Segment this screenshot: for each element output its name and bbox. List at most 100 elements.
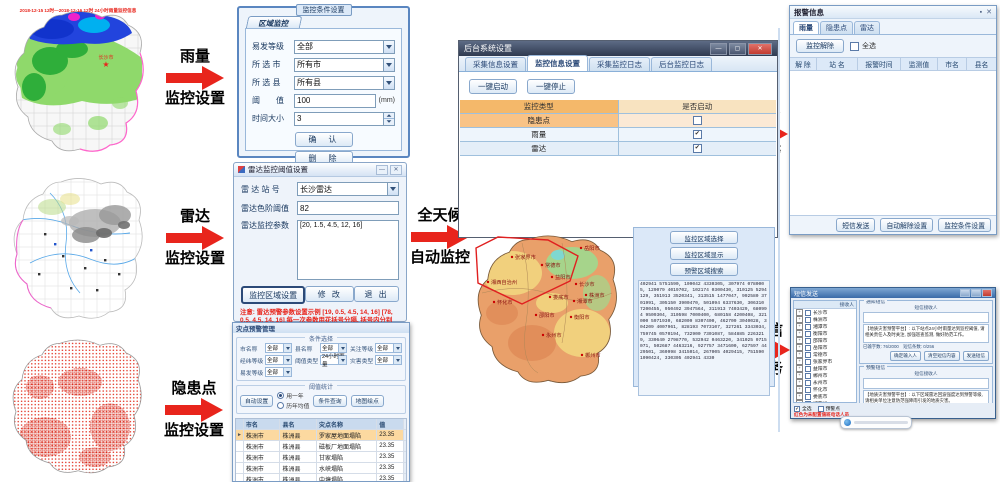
exit-button[interactable]: 退 出 <box>354 286 399 302</box>
chevron-down-icon[interactable] <box>383 58 394 71</box>
minimize-icon[interactable]: — <box>710 42 727 55</box>
table-row[interactable]: 株洲市 株洲县 罗家屋地面塌陷 23.35 <box>236 430 406 441</box>
spinner-buttons[interactable] <box>383 112 394 125</box>
table-row[interactable]: 株洲市 株洲县 中塘塌陷 23.35 <box>236 474 406 481</box>
tab-rain[interactable]: 雨量 <box>793 21 819 34</box>
table-row[interactable]: 雨量 ✔ <box>460 128 776 142</box>
filter-select[interactable]: 全部 <box>375 343 402 353</box>
expand-icon[interactable]: + <box>796 330 803 337</box>
city-tree-item[interactable]: + 永州市 <box>794 379 856 386</box>
checkbox[interactable] <box>805 351 811 358</box>
chevron-down-icon[interactable] <box>393 356 401 364</box>
scrollbar[interactable] <box>403 419 406 429</box>
select-all-checkbox[interactable]: 全选 <box>850 41 876 51</box>
tab-backend-log[interactable]: 后台监控日志 <box>651 57 712 71</box>
checkbox[interactable] <box>805 337 811 344</box>
expand-icon[interactable]: + <box>796 337 803 344</box>
checkbox[interactable] <box>805 379 811 386</box>
county-select[interactable]: 所有县 <box>294 75 395 90</box>
level-select[interactable]: 全部 <box>294 39 395 54</box>
chevron-down-icon[interactable] <box>283 368 291 376</box>
scrollbar[interactable] <box>403 452 406 462</box>
expand-icon[interactable]: + <box>796 386 803 393</box>
warn-point-checkbox[interactable]: 预警点 <box>817 405 840 412</box>
expand-icon[interactable]: + <box>796 358 803 365</box>
checkbox[interactable] <box>805 372 811 379</box>
expand-icon[interactable]: + <box>796 309 803 316</box>
city-tree-item[interactable]: + 怀化市 <box>794 386 856 393</box>
expand-icon[interactable]: + <box>796 351 803 358</box>
duration-stepper[interactable]: 3 <box>294 111 395 126</box>
clear-content-button[interactable]: 清空短信内容 <box>924 351 960 361</box>
city-tree-item[interactable]: + 湘西州 <box>794 400 856 402</box>
region-settings-button[interactable]: 监控区域设置 <box>241 286 306 304</box>
maximize-icon[interactable]: ▢ <box>729 42 746 55</box>
send-sms-button[interactable]: 发送短信 <box>962 351 989 361</box>
radio-yearly-average[interactable]: 历年均值 <box>277 401 309 410</box>
table-row[interactable]: 雷达 ✔ <box>460 142 776 156</box>
city-tree-item[interactable]: + 张家界市 <box>794 358 856 365</box>
minimize-icon[interactable] <box>960 289 970 297</box>
tab-hazard-point[interactable]: 隐患点 <box>820 21 853 34</box>
scrollbar[interactable] <box>403 463 406 473</box>
checkbox[interactable] <box>805 309 811 316</box>
filter-select[interactable]: 全部 <box>320 343 347 353</box>
checkbox[interactable] <box>805 400 811 402</box>
pin-icon[interactable]: ▪ <box>979 8 983 16</box>
chevron-down-icon[interactable] <box>338 356 346 364</box>
chevron-down-icon[interactable] <box>387 183 398 195</box>
scrollbar[interactable] <box>403 474 406 481</box>
threshold-input[interactable]: 100 <box>294 93 376 108</box>
region-select-button[interactable]: 监控区域选择 <box>670 231 738 244</box>
expand-icon[interactable]: + <box>796 316 803 323</box>
chevron-down-icon[interactable] <box>383 76 394 89</box>
expand-icon[interactable]: + <box>796 365 803 372</box>
chevron-down-icon[interactable] <box>338 344 346 352</box>
maximize-icon[interactable] <box>971 289 981 297</box>
map-plot-button[interactable]: 地图绘点 <box>350 394 384 407</box>
region-coordinates-textarea[interactable]: 402941 5751590, 109042 4330305, 307974 0… <box>638 280 770 396</box>
scrollbar[interactable] <box>403 430 406 440</box>
start-all-button[interactable]: 一键启动 <box>469 79 517 94</box>
filter-select[interactable]: 全部 <box>375 355 402 365</box>
table-row[interactable]: 株洲市 株洲县 水峡塌陷 23.35 <box>236 463 406 474</box>
expand-icon[interactable]: + <box>796 372 803 379</box>
filter-select[interactable]: 24小时雨量 <box>320 354 347 368</box>
close-icon[interactable] <box>982 289 992 297</box>
select-all-checkbox[interactable]: ✔ 全选 <box>794 405 812 412</box>
close-icon[interactable]: ✕ <box>390 164 402 175</box>
expand-icon[interactable]: + <box>796 400 803 402</box>
expand-icon[interactable]: + <box>796 379 803 386</box>
auto-release-settings-button[interactable]: 自动解除设置 <box>880 218 934 232</box>
city-tree-item[interactable]: + 湘潭市 <box>794 323 856 330</box>
filter-select[interactable]: 全部 <box>265 355 292 365</box>
city-tree-item[interactable]: + 益阳市 <box>794 365 856 372</box>
scrollbar[interactable] <box>403 441 406 451</box>
query-button[interactable]: 条件查询 <box>313 394 347 407</box>
recipient-box[interactable] <box>863 312 989 323</box>
checkbox[interactable] <box>805 365 811 372</box>
expand-icon[interactable]: + <box>796 323 803 330</box>
chevron-down-icon[interactable] <box>383 40 394 53</box>
chevron-down-icon[interactable] <box>283 356 291 364</box>
tab-monitor-settings[interactable]: 监控信息设置 <box>527 55 588 71</box>
tab-collect-log[interactable]: 采集监控日志 <box>589 57 650 71</box>
city-tree-item[interactable]: + 长沙市 <box>794 309 856 316</box>
checkbox[interactable] <box>805 386 811 393</box>
recipient-box[interactable] <box>863 378 989 389</box>
chevron-down-icon[interactable] <box>283 344 291 352</box>
sms-content-box[interactable]: 【地质灾害预警平台】: 以下区域雷达回波强度达到预警等级, 请相关单位注意防范强… <box>863 390 989 403</box>
chevron-down-icon[interactable] <box>393 344 401 352</box>
release-button[interactable]: 监控解除 <box>796 39 844 53</box>
expand-icon[interactable]: + <box>796 344 803 351</box>
checkbox[interactable] <box>692 116 702 125</box>
city-tree-item[interactable]: + 邵阳市 <box>794 337 856 344</box>
checkbox[interactable] <box>805 393 811 400</box>
city-tree-item[interactable]: + 株洲市 <box>794 316 856 323</box>
table-row[interactable]: 株洲市 株洲县 甘家塌陷 23.35 <box>236 452 406 463</box>
checkbox[interactable]: ✔ <box>692 130 702 139</box>
radio-one-year[interactable]: 用一年 <box>277 391 309 400</box>
sms-send-button[interactable]: 短信发送 <box>836 218 876 232</box>
close-icon[interactable]: ✕ <box>986 9 992 16</box>
filter-select[interactable]: 全部 <box>265 343 292 353</box>
